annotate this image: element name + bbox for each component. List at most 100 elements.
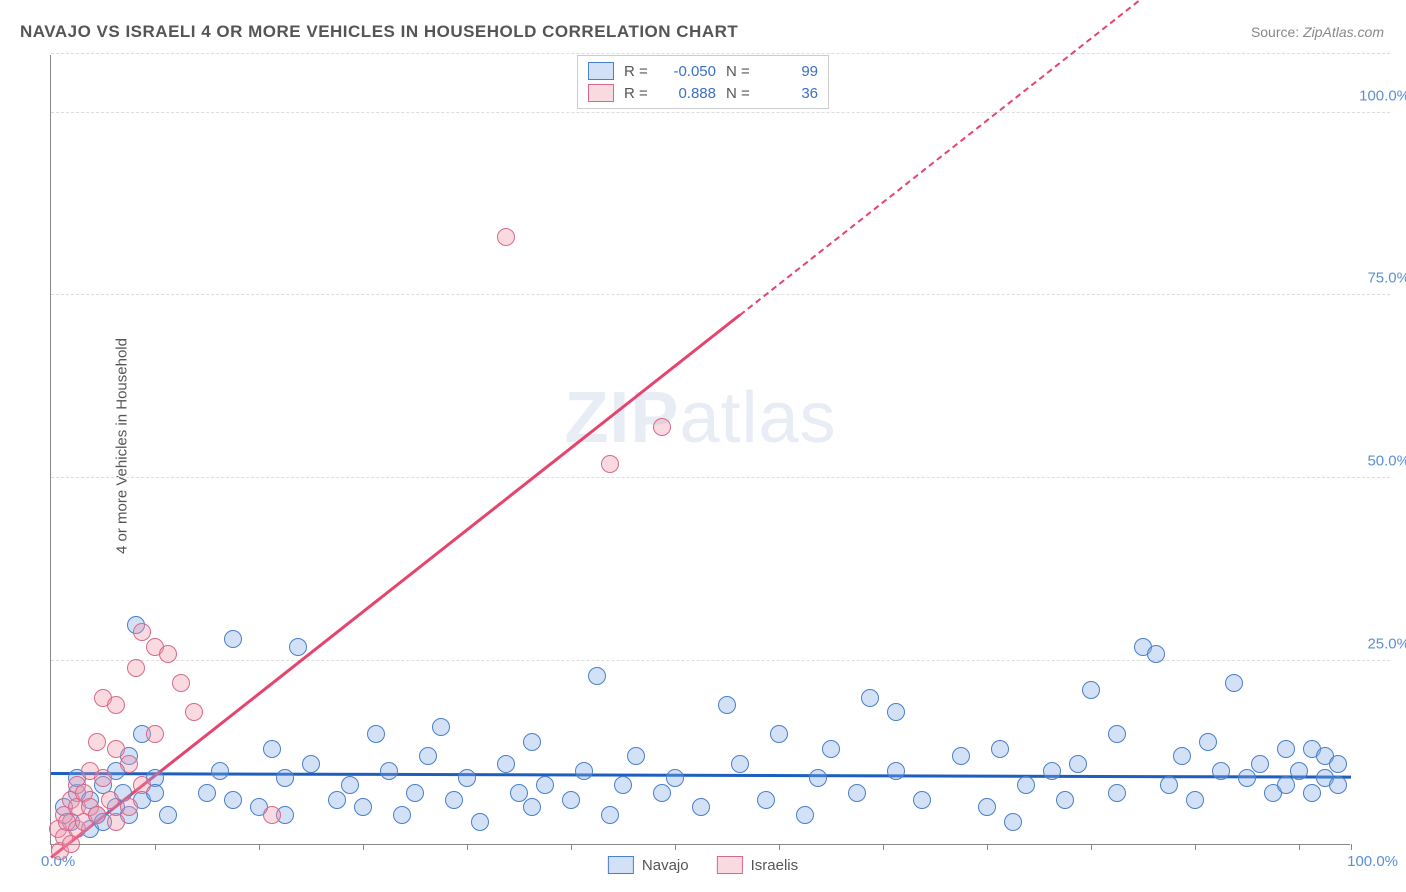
data-point: [1238, 769, 1256, 787]
data-point: [614, 776, 632, 794]
legend-item: Israelis: [717, 856, 799, 874]
trendline: [51, 772, 1351, 778]
data-point: [497, 228, 515, 246]
data-point: [757, 791, 775, 809]
data-point: [224, 630, 242, 648]
x-tick: [779, 844, 780, 850]
data-point: [1108, 784, 1126, 802]
data-point: [1186, 791, 1204, 809]
y-tick-label: 100.0%: [1359, 87, 1406, 104]
data-point: [809, 769, 827, 787]
legend-r-label: R =: [624, 63, 652, 80]
data-point: [276, 769, 294, 787]
data-point: [523, 733, 541, 751]
data-point: [1004, 813, 1022, 831]
data-point: [367, 725, 385, 743]
gridline-h: [51, 53, 1390, 54]
data-point: [523, 798, 541, 816]
data-point: [393, 806, 411, 824]
data-point: [1277, 776, 1295, 794]
data-point: [1160, 776, 1178, 794]
data-point: [354, 798, 372, 816]
x-tick: [1351, 844, 1352, 850]
data-point: [1043, 762, 1061, 780]
data-point: [159, 806, 177, 824]
data-point: [913, 791, 931, 809]
data-point: [133, 776, 151, 794]
data-point: [1069, 755, 1087, 773]
x-tick: [675, 844, 676, 850]
data-point: [653, 784, 671, 802]
data-point: [588, 667, 606, 685]
legend-row: R =-0.050N =99: [588, 60, 818, 82]
data-point: [88, 806, 106, 824]
legend-r-value: -0.050: [662, 63, 716, 80]
data-point: [1108, 725, 1126, 743]
legend-series: Navajo Israelis: [608, 856, 798, 874]
data-point: [146, 725, 164, 743]
data-point: [731, 755, 749, 773]
data-point: [107, 740, 125, 758]
data-point: [978, 798, 996, 816]
legend-series-name: Israelis: [751, 857, 799, 874]
legend-r-value: 0.888: [662, 85, 716, 102]
legend-r-label: R =: [624, 85, 652, 102]
data-point: [991, 740, 1009, 758]
data-point: [94, 769, 112, 787]
legend-swatch: [608, 856, 634, 874]
data-point: [770, 725, 788, 743]
data-point: [1290, 762, 1308, 780]
data-point: [887, 703, 905, 721]
x-tick: [1299, 844, 1300, 850]
data-point: [822, 740, 840, 758]
data-point: [445, 791, 463, 809]
data-point: [263, 806, 281, 824]
data-point: [107, 696, 125, 714]
data-point: [458, 769, 476, 787]
data-point: [1277, 740, 1295, 758]
data-point: [1056, 791, 1074, 809]
x-tick: [467, 844, 468, 850]
y-tick-label: 75.0%: [1367, 270, 1406, 287]
x-tick: [363, 844, 364, 850]
legend-row: R =0.888N =36: [588, 82, 818, 104]
x-axis-max-label: 100.0%: [1347, 853, 1398, 870]
data-point: [172, 674, 190, 692]
data-point: [107, 813, 125, 831]
data-point: [601, 806, 619, 824]
x-tick: [1195, 844, 1196, 850]
y-tick-label: 25.0%: [1367, 636, 1406, 653]
source-link[interactable]: ZipAtlas.com: [1303, 24, 1384, 40]
x-tick: [883, 844, 884, 850]
y-tick-label: 50.0%: [1367, 453, 1406, 470]
data-point: [627, 747, 645, 765]
data-point: [1017, 776, 1035, 794]
data-point: [1303, 784, 1321, 802]
legend-n-label: N =: [726, 63, 754, 80]
data-point: [380, 762, 398, 780]
data-point: [120, 755, 138, 773]
watermark-atlas: atlas: [679, 378, 836, 458]
data-point: [718, 696, 736, 714]
gridline-h: [51, 660, 1390, 661]
data-point: [848, 784, 866, 802]
legend-item: Navajo: [608, 856, 689, 874]
gridline-h: [51, 477, 1390, 478]
data-point: [562, 791, 580, 809]
legend-n-value: 36: [764, 85, 818, 102]
data-point: [1212, 762, 1230, 780]
data-point: [796, 806, 814, 824]
data-point: [666, 769, 684, 787]
x-tick: [259, 844, 260, 850]
data-point: [1173, 747, 1191, 765]
legend-swatch: [588, 84, 614, 102]
gridline-h: [51, 294, 1390, 295]
data-point: [471, 813, 489, 831]
legend-swatch: [588, 62, 614, 80]
data-point: [497, 755, 515, 773]
data-point: [1082, 681, 1100, 699]
data-point: [406, 784, 424, 802]
data-point: [1329, 755, 1347, 773]
legend-series-name: Navajo: [642, 857, 689, 874]
data-point: [302, 755, 320, 773]
